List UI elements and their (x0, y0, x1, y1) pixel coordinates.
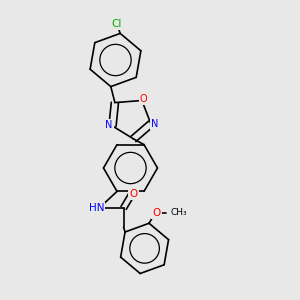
Text: N: N (151, 119, 158, 129)
Text: CH₃: CH₃ (170, 208, 187, 217)
Text: O: O (140, 94, 147, 104)
Text: O: O (152, 208, 161, 218)
Text: HN: HN (89, 203, 104, 213)
Text: Cl: Cl (111, 19, 122, 29)
Text: N: N (105, 119, 112, 130)
Text: O: O (129, 189, 138, 199)
